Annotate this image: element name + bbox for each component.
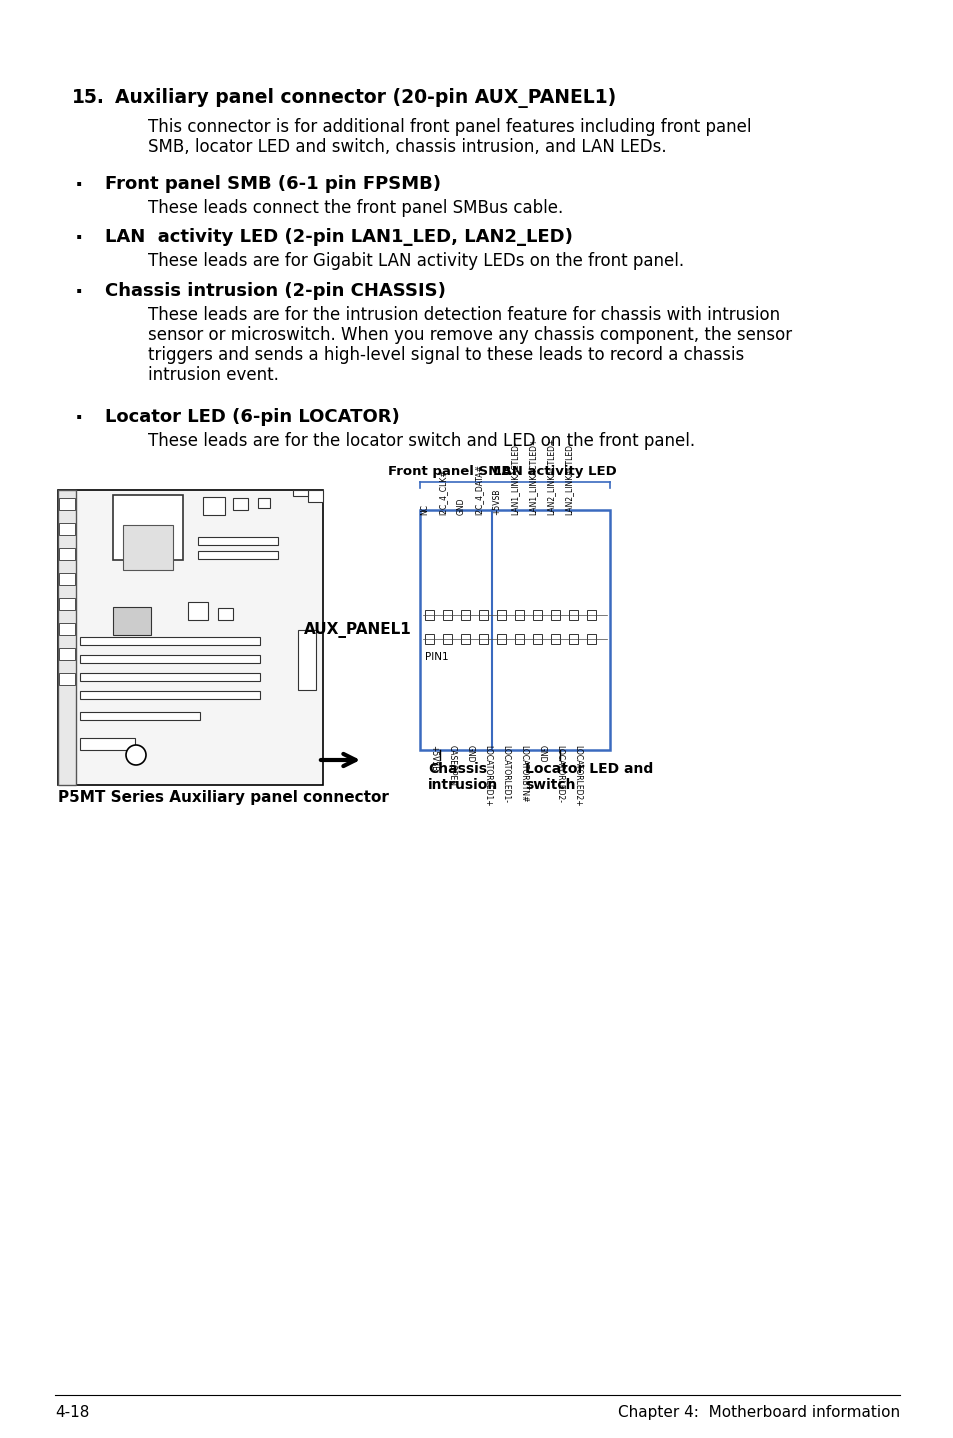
Bar	[58, 490, 323, 785]
Bar	[460, 610, 470, 620]
Text: 15.: 15.	[71, 88, 105, 106]
Text: Auxiliary panel connector (20-pin AUX_PANEL1): Auxiliary panel connector (20-pin AUX_PA…	[115, 88, 616, 108]
Text: Chassis intrusion (2-pin CHASSIS): Chassis intrusion (2-pin CHASSIS)	[105, 282, 445, 301]
Bar	[80, 654, 260, 663]
Text: ·: ·	[75, 229, 83, 247]
Bar	[59, 598, 75, 610]
Bar	[59, 623, 75, 636]
Bar	[198, 551, 277, 559]
Text: Front panel SMB: Front panel SMB	[388, 464, 511, 477]
Text: NC: NC	[420, 503, 429, 515]
Bar	[80, 738, 135, 751]
Bar	[233, 498, 248, 510]
Text: LAN activity LED: LAN activity LED	[493, 464, 617, 477]
Bar	[568, 634, 578, 644]
Bar	[257, 498, 270, 508]
Text: +5VSB: +5VSB	[492, 489, 501, 515]
Bar	[442, 634, 452, 644]
Bar	[80, 712, 200, 720]
Bar	[58, 490, 76, 785]
Text: I2C_4_DATA#: I2C_4_DATA#	[474, 464, 483, 515]
Text: LAN  activity LED (2-pin LAN1_LED, LAN2_LED): LAN activity LED (2-pin LAN1_LED, LAN2_L…	[105, 229, 572, 246]
Text: Locator LED and: Locator LED and	[524, 762, 653, 777]
Text: P5MT Series Auxiliary panel connector: P5MT Series Auxiliary panel connector	[58, 789, 389, 805]
Bar	[515, 634, 523, 644]
Bar	[80, 673, 260, 682]
Text: LAN2_LINKACTLED-: LAN2_LINKACTLED-	[564, 441, 573, 515]
Text: GND: GND	[465, 745, 474, 762]
Bar	[293, 490, 308, 496]
Bar	[460, 634, 470, 644]
Bar	[533, 634, 541, 644]
Text: Chassis: Chassis	[428, 762, 486, 777]
Text: sensor or microswitch. When you remove any chassis component, the sensor: sensor or microswitch. When you remove a…	[148, 326, 791, 344]
Text: GND: GND	[456, 498, 465, 515]
Bar	[59, 572, 75, 585]
Text: intrusion: intrusion	[428, 778, 497, 792]
Bar	[533, 610, 541, 620]
Text: Front panel SMB (6-1 pin FPSMB): Front panel SMB (6-1 pin FPSMB)	[105, 175, 440, 193]
Text: AUX_PANEL1: AUX_PANEL1	[304, 623, 412, 638]
Bar	[424, 634, 434, 644]
Bar	[203, 498, 225, 515]
Text: LOCATORBTN#: LOCATORBTN#	[519, 745, 528, 802]
Text: switch: switch	[524, 778, 575, 792]
Text: PIN1: PIN1	[424, 651, 448, 661]
Text: LAN1_LINKACTLED+: LAN1_LINKACTLED+	[528, 437, 537, 515]
Bar	[80, 692, 260, 699]
Bar	[515, 610, 523, 620]
Bar	[59, 523, 75, 535]
Text: LOCATORLED1-: LOCATORLED1-	[501, 745, 510, 802]
Text: +5VSB: +5VSB	[429, 745, 438, 771]
Text: ·: ·	[75, 408, 83, 429]
Bar	[478, 634, 488, 644]
Bar	[419, 510, 609, 751]
Text: ·: ·	[75, 175, 83, 196]
Text: LOCATORLED2-: LOCATORLED2-	[555, 745, 564, 802]
Text: These leads are for Gigabit LAN activity LEDs on the front panel.: These leads are for Gigabit LAN activity…	[148, 252, 683, 270]
Bar	[478, 610, 488, 620]
Text: triggers and sends a high-level signal to these leads to record a chassis: triggers and sends a high-level signal t…	[148, 347, 743, 364]
Text: These leads are for the intrusion detection feature for chassis with intrusion: These leads are for the intrusion detect…	[148, 306, 780, 324]
Bar	[308, 490, 323, 502]
Bar	[568, 610, 578, 620]
Text: Chapter 4:  Motherboard information: Chapter 4: Motherboard information	[618, 1405, 899, 1419]
Text: LOCATORLED2+: LOCATORLED2+	[573, 745, 582, 807]
Bar	[59, 649, 75, 660]
Text: GND: GND	[537, 745, 546, 762]
Text: LAN2_LINKACTLED+: LAN2_LINKACTLED+	[546, 437, 555, 515]
Text: This connector is for additional front panel features including front panel: This connector is for additional front p…	[148, 118, 751, 137]
Circle shape	[126, 745, 146, 765]
Bar	[198, 536, 277, 545]
Bar	[59, 498, 75, 510]
Text: These leads are for the locator switch and LED on the front panel.: These leads are for the locator switch a…	[148, 431, 695, 450]
Bar	[188, 603, 208, 620]
Text: SMB, locator LED and switch, chassis intrusion, and LAN LEDs.: SMB, locator LED and switch, chassis int…	[148, 138, 666, 155]
Bar	[551, 610, 559, 620]
Text: ·: ·	[75, 282, 83, 302]
Bar	[442, 610, 452, 620]
Bar	[297, 630, 315, 690]
Text: 4-18: 4-18	[55, 1405, 90, 1419]
Text: intrusion event.: intrusion event.	[148, 367, 278, 384]
Text: Locator LED (6-pin LOCATOR): Locator LED (6-pin LOCATOR)	[105, 408, 399, 426]
Text: These leads connect the front panel SMBus cable.: These leads connect the front panel SMBu…	[148, 198, 562, 217]
Text: CASEOPEN: CASEOPEN	[447, 745, 456, 787]
Bar	[123, 525, 172, 569]
Text: LOCATORLED1+: LOCATORLED1+	[483, 745, 492, 807]
Bar	[112, 495, 183, 559]
Bar	[59, 673, 75, 684]
Bar	[218, 608, 233, 620]
Text: I2C_4_CLK#: I2C_4_CLK#	[438, 469, 447, 515]
Bar	[586, 634, 596, 644]
Bar	[59, 548, 75, 559]
Bar	[586, 610, 596, 620]
Bar	[497, 610, 505, 620]
Text: LAN1_LINKACTLED-: LAN1_LINKACTLED-	[510, 441, 519, 515]
Bar	[80, 637, 260, 646]
Bar	[551, 634, 559, 644]
Bar	[112, 607, 151, 636]
Bar	[497, 634, 505, 644]
Bar	[424, 610, 434, 620]
